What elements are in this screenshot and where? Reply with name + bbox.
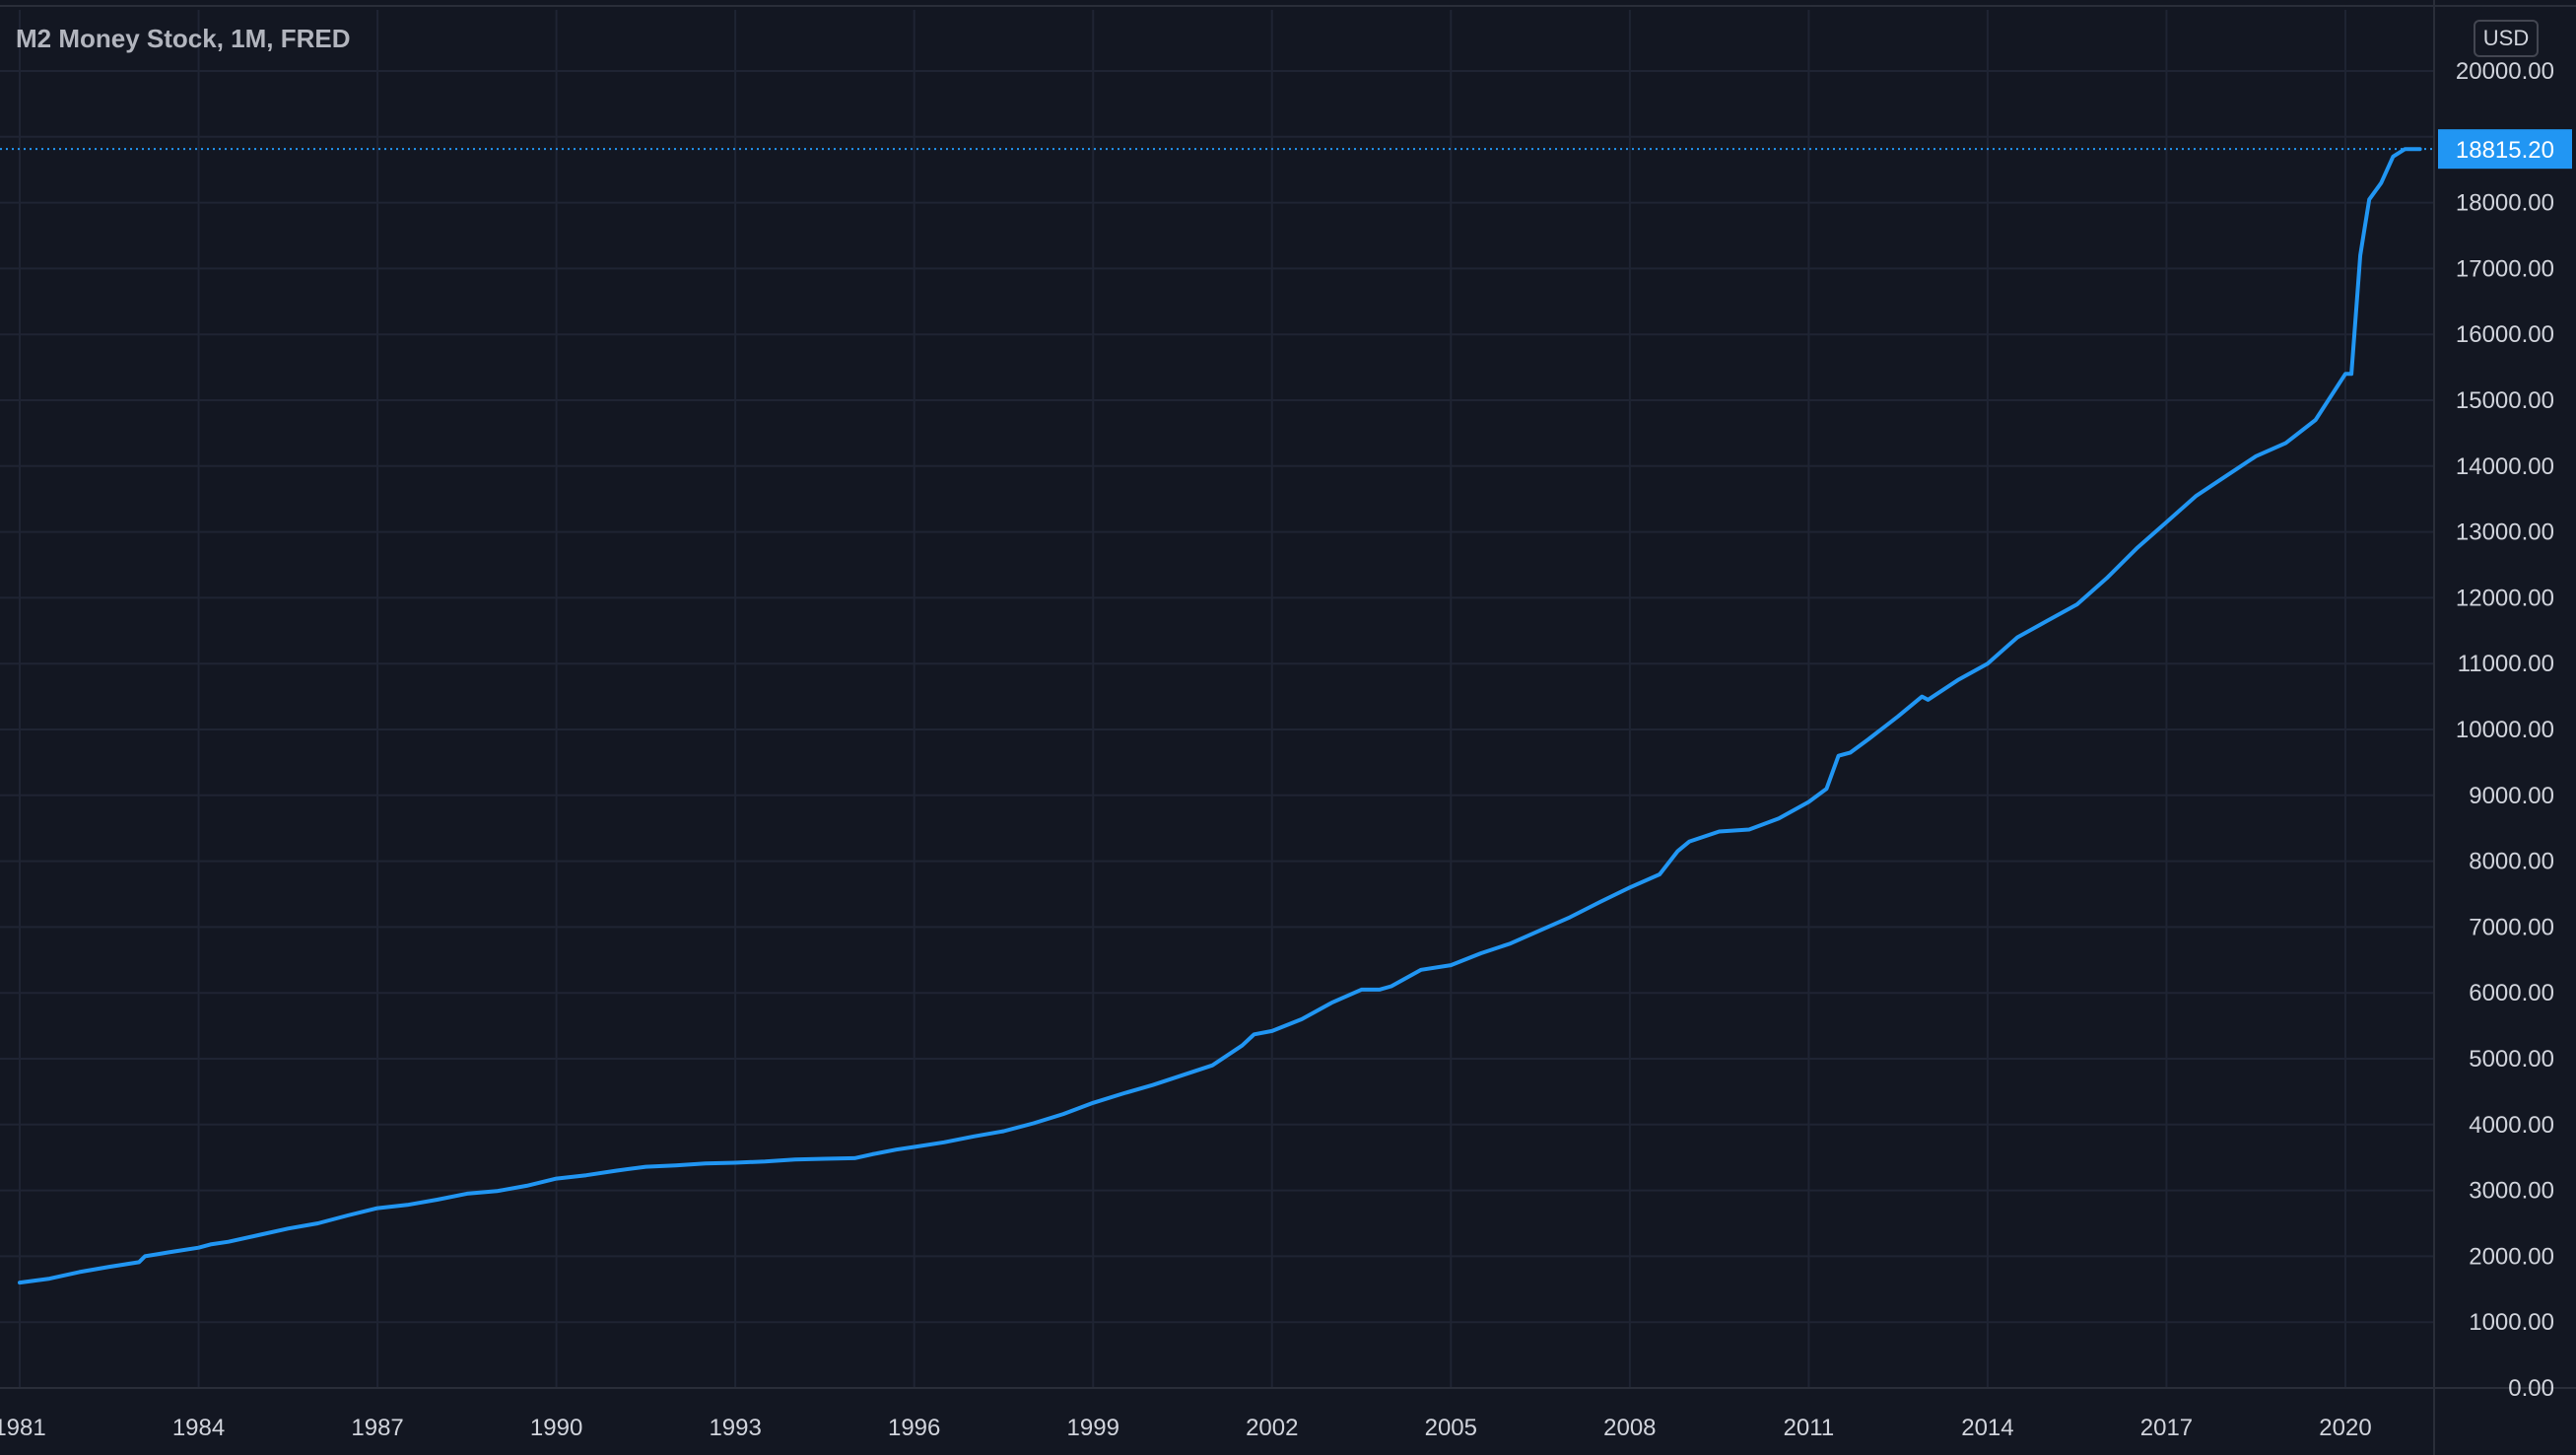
- series-layer: [18, 147, 2422, 1285]
- y-tick-label: 18000.00: [2456, 190, 2554, 217]
- x-tick-label: 2002: [1246, 1415, 1298, 1441]
- x-axis: 1981 1984 1987 1990 1993 1996 1999 2002 2005 2008…: [0, 1415, 2372, 1441]
- y-tick-label: 4000.00: [2469, 1112, 2554, 1139]
- x-tick-label: 1999: [1067, 1415, 1119, 1441]
- x-tick-label: 2014: [1961, 1415, 2013, 1441]
- y-tick-label: 8000.00: [2469, 849, 2554, 875]
- x-tick-label: 1996: [888, 1415, 940, 1441]
- x-tick-label: 1993: [709, 1415, 761, 1441]
- y-tick-label: 12000.00: [2456, 585, 2554, 611]
- last-price-label: 18815.20: [2456, 137, 2554, 164]
- x-tick-label: 1984: [172, 1415, 225, 1441]
- x-tick-label: 1987: [351, 1415, 403, 1441]
- y-tick-label: 0.00: [2508, 1375, 2554, 1402]
- x-tick-label: 2008: [1603, 1415, 1656, 1441]
- y-tick-label: 20000.00: [2456, 58, 2554, 85]
- y-tick-label: 11000.00: [2458, 651, 2554, 677]
- x-tick-label: 2020: [2319, 1415, 2371, 1441]
- x-tick-label: 1990: [530, 1415, 582, 1441]
- chart-title: M2 Money Stock, 1M, FRED: [16, 24, 351, 53]
- y-tick-label: 6000.00: [2469, 980, 2554, 1006]
- y-tick-label: 5000.00: [2469, 1046, 2554, 1073]
- x-tick-label: 1981: [0, 1415, 46, 1441]
- y-tick-label: 10000.00: [2456, 717, 2554, 743]
- y-tick-label: 9000.00: [2469, 783, 2554, 809]
- y-tick-label: 3000.00: [2469, 1178, 2554, 1205]
- series-line-0: [18, 147, 2422, 1285]
- y-tick-label: 14000.00: [2456, 453, 2554, 480]
- y-tick-label: 16000.00: [2456, 321, 2554, 348]
- x-tick-label: 2005: [1425, 1415, 1477, 1441]
- y-tick-label: 1000.00: [2469, 1309, 2554, 1336]
- y-tick-label: 7000.00: [2469, 914, 2554, 940]
- x-tick-label: 2017: [2140, 1415, 2193, 1441]
- currency-button[interactable]: USD: [2474, 20, 2539, 57]
- y-tick-label: 2000.00: [2469, 1243, 2554, 1270]
- y-tick-label: 17000.00: [2456, 255, 2554, 282]
- y-tick-label: 15000.00: [2456, 387, 2554, 414]
- y-tick-label: 13000.00: [2456, 520, 2554, 546]
- last-price-label-bg: [2438, 129, 2572, 170]
- y-axis: 0.00 1000.00 2000.00 3000.00 4000.00 5000.00 6…: [2456, 58, 2554, 1402]
- last-price-marker: 18815.20: [0, 129, 2572, 170]
- x-tick-label: 2011: [1784, 1415, 1835, 1441]
